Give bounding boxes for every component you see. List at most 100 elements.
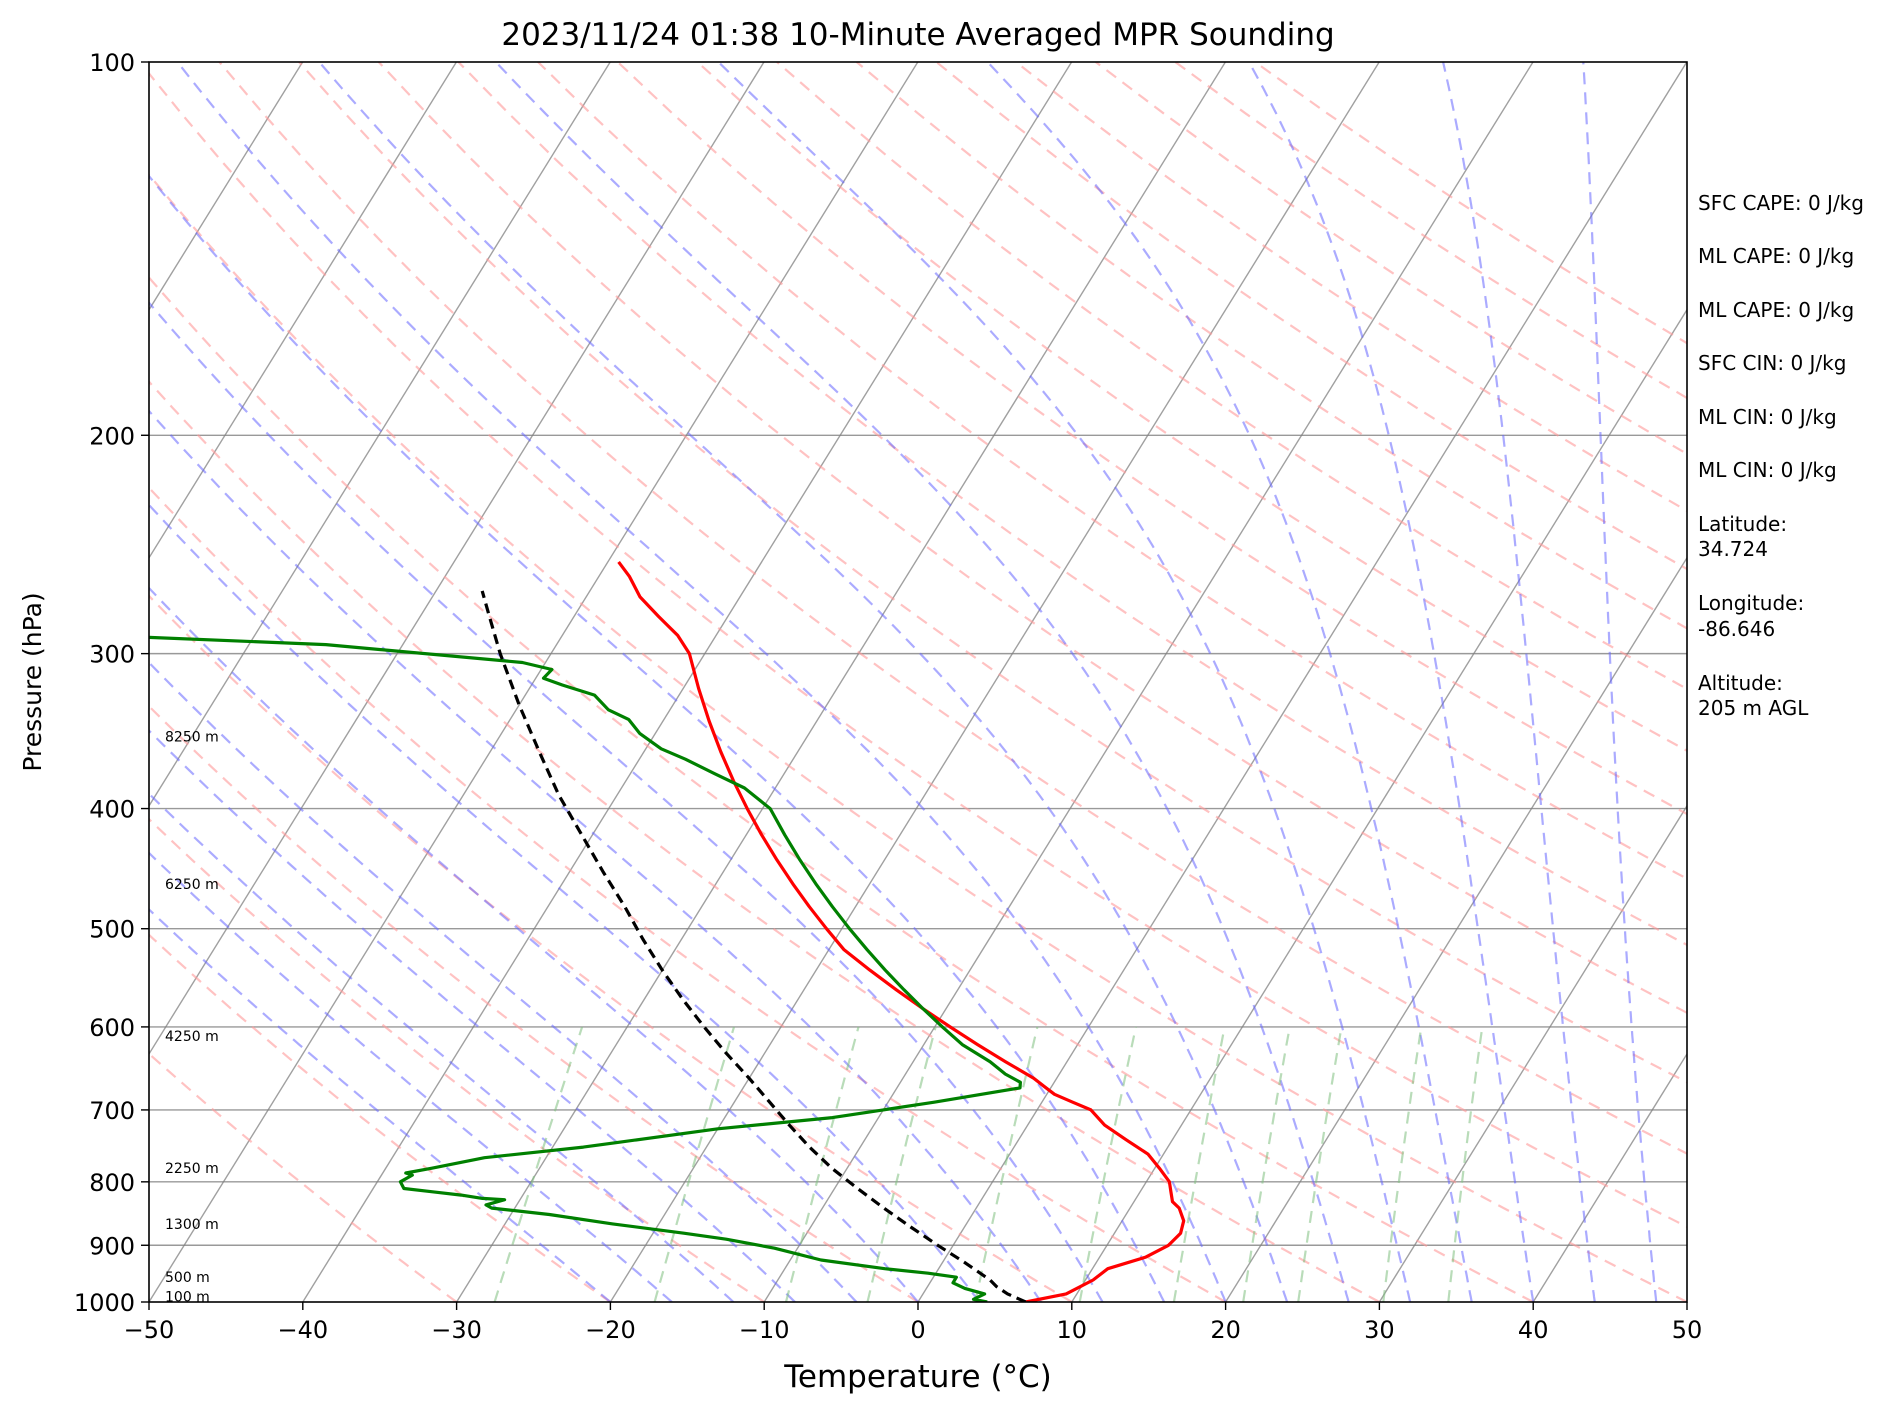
parcel-profile-line bbox=[480, 590, 1027, 1302]
x-axis-ticks: −50 −40 −30 −20 −10 0 10 20 30 40 50 bbox=[124, 1302, 1703, 1344]
dry-adiabat-line bbox=[377, 62, 1687, 1015]
moist-adiabat-line bbox=[149, 586, 919, 1302]
moist-adiabat-lines bbox=[149, 62, 1658, 1302]
ml-cape-text: ML CAPE: 0 J/kg bbox=[1698, 244, 1854, 268]
temperature-profile-line bbox=[617, 560, 1186, 1302]
ml-cape-text-2: ML CAPE: 0 J/kg bbox=[1698, 298, 1854, 322]
sounding-series bbox=[149, 560, 1186, 1302]
x-tick-label: −10 bbox=[739, 1316, 790, 1344]
moist-adiabat-line bbox=[149, 907, 612, 1302]
dry-adiabat-line bbox=[616, 62, 1687, 816]
latitude-value: 34.724 bbox=[1698, 537, 1768, 561]
moist-adiabat-line bbox=[149, 409, 1042, 1302]
moist-adiabat-line bbox=[318, 62, 1289, 1302]
mixing-ratio-line bbox=[1297, 1026, 1343, 1302]
isotherm-line bbox=[763, 62, 1534, 1302]
y-tick-label: 700 bbox=[89, 1097, 135, 1125]
height-label: 8250 m bbox=[165, 730, 219, 746]
y-tick-label: 900 bbox=[89, 1232, 135, 1260]
moist-adiabat-line bbox=[1248, 62, 1535, 1302]
mixing-ratio-lines bbox=[493, 1026, 1484, 1302]
longitude-value: -86.646 bbox=[1698, 617, 1775, 641]
mixing-ratio-line bbox=[1078, 1026, 1137, 1302]
latitude-label: Latitude: bbox=[1698, 512, 1787, 536]
moist-adiabat-line bbox=[717, 62, 1412, 1302]
isotherm-line bbox=[456, 62, 1226, 1302]
dry-adiabat-line bbox=[855, 62, 1687, 630]
moist-adiabat-line bbox=[149, 503, 981, 1302]
dry-adiabat-line bbox=[149, 380, 1380, 1302]
isotherm-line bbox=[1071, 308, 1687, 1302]
isotherm-line bbox=[149, 62, 765, 1056]
isotherm-line bbox=[149, 62, 457, 560]
plot-area bbox=[149, 62, 1687, 1302]
y-tick-label: 800 bbox=[89, 1169, 135, 1197]
dry-adiabat-line bbox=[776, 62, 1687, 691]
mixing-ratio-line bbox=[784, 1026, 860, 1302]
dry-adiabat-line bbox=[218, 62, 1687, 1155]
moist-adiabat-line bbox=[149, 729, 796, 1302]
moist-adiabat-line bbox=[149, 851, 673, 1302]
ml-cin-text: ML CIN: 0 J/kg bbox=[1698, 405, 1837, 429]
x-tick-label: 20 bbox=[1210, 1316, 1241, 1344]
y-axis-ticks: 100 200 300 400 500 600 700 800 900 1000 bbox=[74, 49, 149, 1317]
x-tick-label: −40 bbox=[277, 1316, 328, 1344]
longitude-label: Longitude: bbox=[1698, 591, 1804, 615]
dry-adiabat-line bbox=[149, 486, 1227, 1302]
y-tick-label: 200 bbox=[89, 422, 135, 450]
moist-adiabat-line bbox=[149, 661, 858, 1302]
moist-adiabat-line bbox=[149, 174, 1166, 1302]
isotherm-line bbox=[149, 62, 919, 1302]
dry-adiabat-line bbox=[149, 704, 919, 1302]
height-label: 2250 m bbox=[165, 1161, 219, 1177]
x-tick-label: 40 bbox=[1518, 1316, 1549, 1344]
y-tick-label: 500 bbox=[89, 916, 135, 944]
isotherm-line bbox=[302, 62, 1073, 1302]
isotherm-line bbox=[917, 62, 1687, 1302]
mixing-ratio-line bbox=[1382, 1026, 1423, 1302]
dry-adiabat-lines bbox=[149, 62, 1687, 1302]
chart-title: 2023/11/24 01:38 10-Minute Averaged MPR … bbox=[501, 17, 1334, 53]
x-tick-label: −50 bbox=[124, 1316, 175, 1344]
dry-adiabat-line bbox=[149, 1052, 458, 1302]
isotherm-line bbox=[609, 62, 1380, 1302]
dry-adiabat-line bbox=[149, 275, 1534, 1302]
x-tick-label: 50 bbox=[1672, 1316, 1703, 1344]
dry-adiabat-line bbox=[149, 933, 612, 1302]
dry-adiabat-line bbox=[149, 817, 765, 1302]
dry-adiabat-line bbox=[149, 71, 1687, 1229]
y-tick-label: 1000 bbox=[74, 1289, 135, 1317]
height-label: 500 m bbox=[165, 1270, 210, 1286]
mixing-ratio-line bbox=[866, 1026, 937, 1302]
height-label: 1300 m bbox=[165, 1217, 219, 1233]
x-axis-label: Temperature (°C) bbox=[783, 1359, 1052, 1395]
height-label: 4250 m bbox=[165, 1029, 219, 1045]
y-tick-label: 600 bbox=[89, 1014, 135, 1042]
moist-adiabat-line bbox=[495, 62, 1350, 1302]
x-tick-label: 30 bbox=[1364, 1316, 1395, 1344]
y-tick-label: 400 bbox=[89, 796, 135, 824]
info-panel: SFC CAPE: 0 J/kg ML CAPE: 0 J/kg ML CAPE… bbox=[1698, 191, 1864, 720]
mixing-ratio-line bbox=[1447, 1026, 1484, 1302]
mixing-ratio-line bbox=[1172, 1026, 1226, 1302]
isotherm-line bbox=[149, 62, 304, 312]
y-tick-label: 100 bbox=[89, 49, 135, 77]
moist-adiabat-line bbox=[176, 62, 1227, 1302]
moist-adiabat-line bbox=[149, 301, 1104, 1302]
dry-adiabat-line bbox=[457, 62, 1687, 947]
isobar-lines bbox=[149, 434, 1687, 1246]
x-tick-label: 0 bbox=[910, 1316, 925, 1344]
dewpoint-profile-line bbox=[149, 635, 1022, 1302]
height-label: 100 m bbox=[165, 1290, 210, 1306]
mixing-ratio-line bbox=[493, 1026, 584, 1302]
moist-adiabat-line bbox=[986, 62, 1473, 1302]
moist-adiabat-line bbox=[1442, 62, 1596, 1302]
x-tick-label: −30 bbox=[431, 1316, 482, 1344]
altitude-label: Altitude: bbox=[1698, 671, 1783, 695]
dry-adiabat-line bbox=[537, 62, 1687, 880]
altitude-value: 205 m AGL bbox=[1698, 696, 1809, 720]
mixing-ratio-line bbox=[974, 1026, 1039, 1302]
height-labels: 100 m 500 m 1300 m 2250 m 4250 m 6250 m 8250 m bbox=[165, 730, 219, 1306]
